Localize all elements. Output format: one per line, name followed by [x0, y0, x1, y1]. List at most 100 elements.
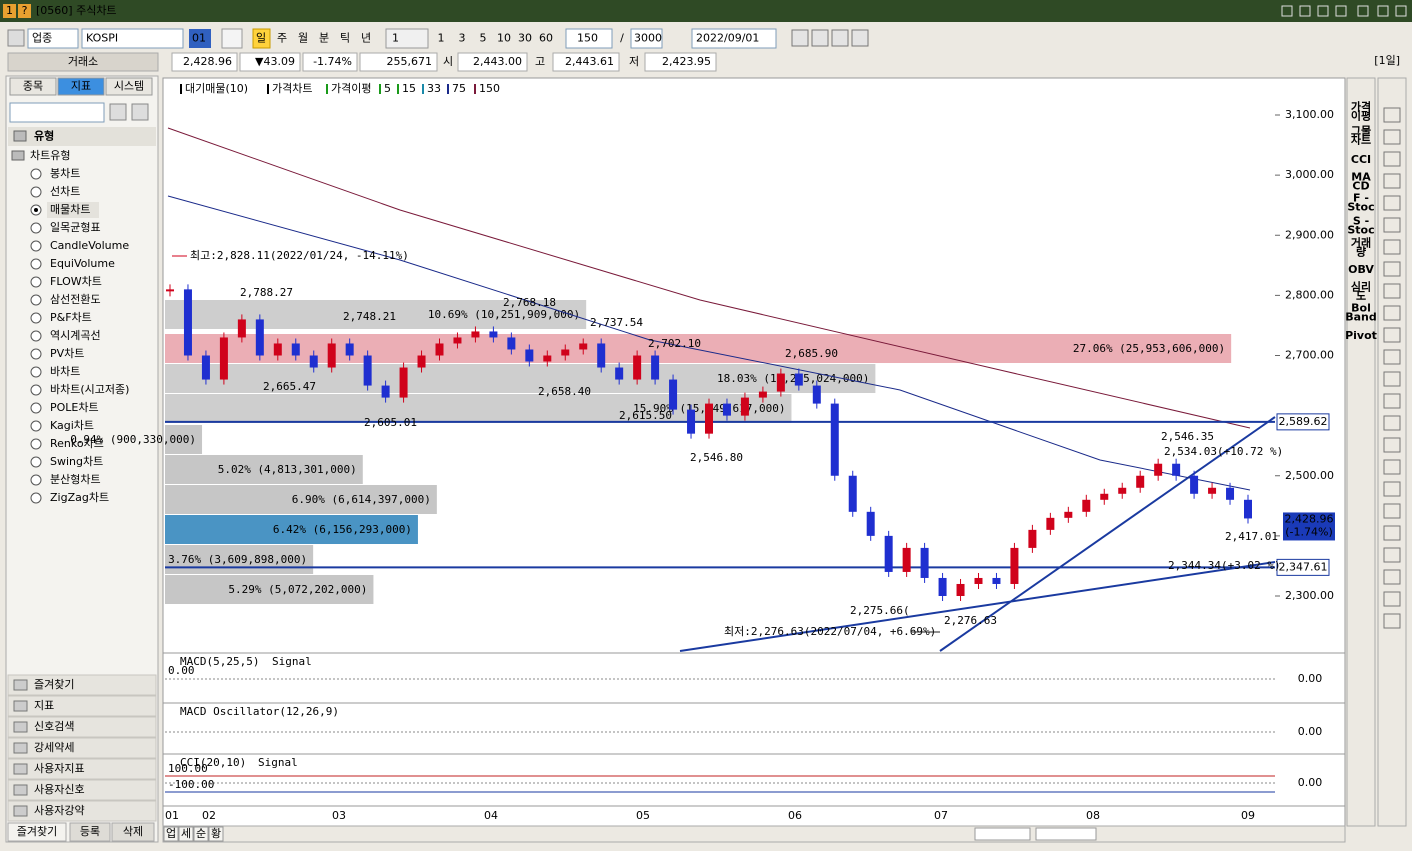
indicator-button[interactable]: 심리 [1351, 280, 1371, 294]
radio[interactable] [30, 474, 42, 486]
chart-type[interactable]: 매물차트 [50, 203, 90, 216]
chart-type[interactable]: Swing차트 [50, 455, 103, 468]
period-button[interactable]: 월 [298, 32, 308, 45]
x-tick-label: 01 [165, 809, 179, 822]
bottom-tab [178, 826, 194, 842]
radio[interactable] [30, 258, 42, 270]
chart-type[interactable]: P&F차트 [50, 311, 92, 324]
interval-button[interactable]: 60 [539, 32, 553, 45]
indicator-button[interactable]: Stoc [1347, 201, 1374, 214]
indicator-button[interactable]: Pivot [1345, 329, 1377, 342]
radio[interactable] [30, 348, 42, 360]
indicator-button[interactable]: Band [1345, 311, 1377, 324]
tab-label[interactable]: 지표 [71, 80, 91, 93]
interval[interactable]: 1 [392, 32, 399, 45]
count[interactable]: 150 [577, 32, 598, 45]
indicator-button[interactable]: Bol [1351, 302, 1371, 315]
bottom-tab-label[interactable]: 세 [181, 827, 191, 840]
bottom-tab-label[interactable]: 순 [196, 827, 206, 840]
period-button[interactable]: 주 [277, 32, 287, 45]
chart-type[interactable]: Renko차트 [50, 437, 104, 450]
chart-type[interactable]: 바차트(시고저종) [50, 383, 129, 396]
indicator-button[interactable]: 그물 [1351, 125, 1371, 138]
radio[interactable] [30, 438, 42, 450]
indicator-button[interactable]: 량 [1356, 246, 1366, 259]
period-button[interactable]: 틱 [340, 32, 350, 45]
indicator-button[interactable]: 가격 [1351, 100, 1371, 114]
radio[interactable] [30, 222, 42, 234]
chart-type[interactable]: ZigZag차트 [50, 491, 109, 504]
chart-type[interactable]: EquiVolume [50, 257, 115, 270]
radio[interactable] [30, 420, 42, 432]
level-label: 2,589.62 [1279, 415, 1328, 428]
radio[interactable] [30, 168, 42, 180]
indicator-button[interactable]: CCI [1351, 153, 1371, 166]
footer-label[interactable]: 즐겨찾기 [17, 825, 57, 838]
chart-type[interactable]: 삼선전환도 [50, 293, 101, 306]
radio[interactable] [30, 294, 42, 306]
radio[interactable] [30, 402, 42, 414]
folder[interactable]: 신호검색 [34, 720, 74, 733]
period-button[interactable]: 년 [361, 32, 371, 45]
chart-type[interactable]: Kagi차트 [50, 419, 94, 432]
interval-button[interactable]: 10 [497, 32, 511, 45]
candle [525, 349, 534, 362]
bottom-tab-label[interactable]: 업 [166, 827, 176, 840]
radio[interactable] [30, 240, 42, 252]
chart-type[interactable]: POLE차트 [50, 401, 99, 414]
annotation: 2,275.66( [850, 604, 910, 617]
folder[interactable]: 즐겨찾기 [34, 678, 74, 691]
code[interactable]: KOSPI [86, 32, 118, 45]
interval-button[interactable]: 5 [480, 32, 487, 45]
indicator-button[interactable]: Stoc [1347, 224, 1374, 237]
radio[interactable] [30, 456, 42, 468]
indicator-button[interactable]: 이평 [1351, 109, 1371, 123]
interval-button[interactable]: 30 [518, 32, 532, 45]
folder-row [7, 758, 157, 780]
bottom-tab-label[interactable]: 황 [211, 827, 221, 840]
indicator-button[interactable]: CD [1352, 180, 1369, 193]
bottom-bar [162, 825, 1346, 843]
folder[interactable]: 사용자지표 [34, 762, 85, 775]
chart-type[interactable]: 선차트 [50, 185, 80, 198]
chart-type[interactable]: 분산형차트 [50, 473, 101, 486]
folder[interactable]: 지표 [34, 699, 54, 712]
interval-button[interactable]: 3 [459, 32, 466, 45]
tab-label[interactable]: 종목 [23, 80, 43, 93]
radio[interactable] [30, 330, 42, 342]
total[interactable]: 3000 [634, 32, 662, 45]
radio[interactable] [30, 312, 42, 324]
indicator-button[interactable]: 차트 [1351, 133, 1371, 147]
folder[interactable]: 사용자강약 [34, 803, 85, 817]
chart-type[interactable]: CandleVolume [50, 239, 129, 252]
chart-type[interactable]: 역시계곡선 [50, 329, 101, 342]
radio[interactable] [30, 186, 42, 198]
indicator-button[interactable]: 도 [1356, 290, 1366, 303]
indicator-button[interactable]: MA [1351, 171, 1371, 184]
tab-label[interactable]: 시스템 [114, 80, 144, 93]
date[interactable]: 2022/09/01 [696, 32, 759, 45]
x-tick-label: 05 [636, 809, 650, 822]
chart-type[interactable]: 일목균형표 [50, 220, 101, 234]
chart-type[interactable]: 봉차트 [50, 167, 80, 180]
radio[interactable] [30, 366, 42, 378]
indicator-button[interactable]: F - [1353, 192, 1369, 205]
indicator-button[interactable]: 거래 [1351, 236, 1371, 250]
chart-type[interactable]: FLOW차트 [50, 275, 102, 288]
chart-type[interactable]: PV차트 [50, 347, 84, 360]
indicator-button[interactable]: S - [1353, 215, 1369, 228]
code-sub[interactable]: 01 [192, 32, 206, 45]
radio[interactable] [30, 276, 42, 288]
market[interactable]: 업종 [32, 32, 52, 45]
interval-button[interactable]: 1 [438, 32, 445, 45]
chart-type[interactable]: 바차트 [50, 365, 80, 378]
footer-label[interactable]: 삭제 [123, 825, 143, 838]
radio[interactable] [30, 384, 42, 396]
period-button[interactable]: 일 [256, 31, 266, 45]
indicator-button[interactable]: OBV [1348, 263, 1374, 276]
folder[interactable]: 강세약세 [34, 740, 74, 754]
footer-label[interactable]: 등록 [80, 825, 100, 838]
folder[interactable]: 사용자신호 [34, 783, 85, 796]
radio[interactable] [30, 492, 42, 504]
period-button[interactable]: 분 [319, 32, 329, 45]
